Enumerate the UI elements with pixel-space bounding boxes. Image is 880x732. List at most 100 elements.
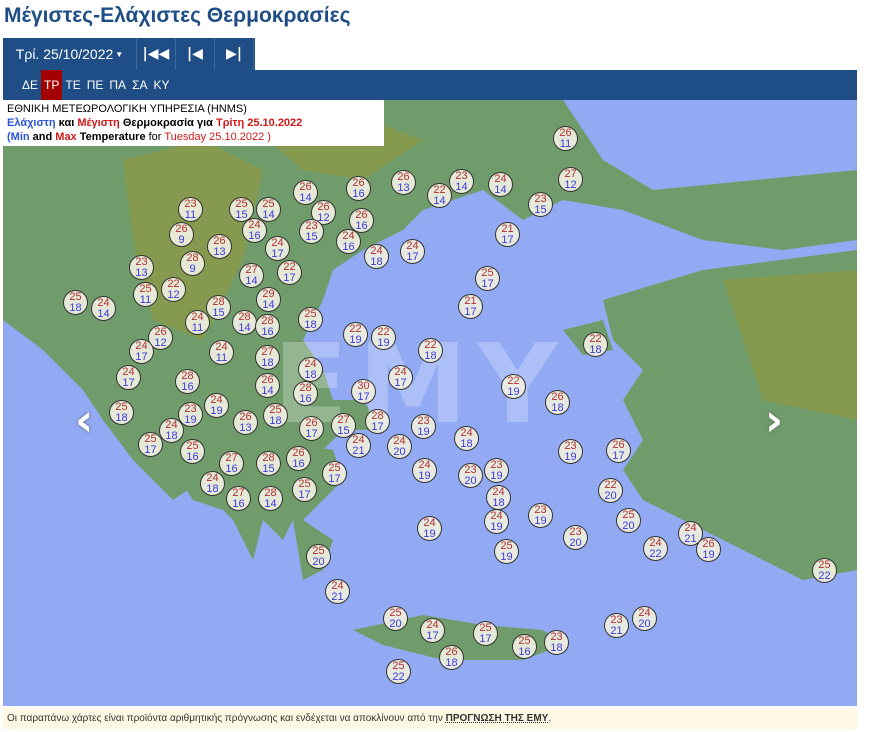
station-marker[interactable]: 26 16 <box>286 446 311 471</box>
station-marker[interactable]: 23 19 <box>558 439 583 464</box>
station-marker[interactable]: 24 17 <box>129 339 154 364</box>
station-marker[interactable]: 22 19 <box>371 325 396 350</box>
station-marker[interactable]: 26 17 <box>299 416 324 441</box>
station-marker[interactable]: 28 15 <box>206 295 231 320</box>
day-tab[interactable]: ΤΡ <box>41 70 63 100</box>
station-marker[interactable]: 26 14 <box>255 373 280 398</box>
station-marker[interactable]: 23 19 <box>411 414 436 439</box>
station-marker[interactable]: 22 12 <box>161 277 186 302</box>
day-tab[interactable]: ΠΕ <box>86 78 104 92</box>
station-marker[interactable]: 24 21 <box>325 579 350 604</box>
station-marker[interactable]: 24 17 <box>400 239 425 264</box>
station-marker[interactable]: 22 20 <box>598 478 623 503</box>
station-marker[interactable]: 24 16 <box>336 229 361 254</box>
station-marker[interactable]: 24 17 <box>388 365 413 390</box>
station-marker[interactable]: 27 16 <box>219 451 244 476</box>
station-marker[interactable]: 26 11 <box>553 126 578 151</box>
station-marker[interactable]: 21 17 <box>458 294 483 319</box>
station-marker[interactable]: 27 18 <box>255 345 280 370</box>
station-marker[interactable]: 24 19 <box>484 509 509 534</box>
station-marker[interactable]: 26 13 <box>391 170 416 195</box>
station-marker[interactable]: 25 17 <box>292 477 317 502</box>
station-marker[interactable]: 28 17 <box>365 409 390 434</box>
previous-day-arrow[interactable]: ‹ <box>75 395 93 446</box>
station-marker[interactable]: 26 18 <box>439 645 464 670</box>
station-marker[interactable]: 24 17 <box>116 365 141 390</box>
station-marker[interactable]: 24 18 <box>454 426 479 451</box>
station-marker[interactable]: 24 19 <box>204 393 229 418</box>
next-button[interactable]: ▶| <box>215 38 254 70</box>
station-marker[interactable]: 26 14 <box>293 180 318 205</box>
station-marker[interactable]: 25 14 <box>256 197 281 222</box>
station-marker[interactable]: 25 18 <box>109 400 134 425</box>
station-marker[interactable]: 26 13 <box>233 410 258 435</box>
station-marker[interactable]: 25 11 <box>133 282 158 307</box>
station-marker[interactable]: 24 11 <box>209 340 234 365</box>
station-marker[interactable]: 21 17 <box>495 222 520 247</box>
station-marker[interactable]: 28 14 <box>258 486 283 511</box>
station-marker[interactable]: 23 20 <box>563 525 588 550</box>
station-marker[interactable]: 25 17 <box>138 432 163 457</box>
date-dropdown[interactable]: Τρί. 25/10/2022 ▼ <box>3 38 137 70</box>
station-marker[interactable]: 24 17 <box>265 236 290 261</box>
station-marker[interactable]: 24 18 <box>298 357 323 382</box>
station-marker[interactable]: 25 17 <box>473 621 498 646</box>
station-marker[interactable]: 25 15 <box>229 197 254 222</box>
station-marker[interactable]: 25 17 <box>322 461 347 486</box>
day-tab[interactable]: ΤΕ <box>65 78 81 92</box>
station-marker[interactable]: 25 19 <box>494 539 519 564</box>
station-marker[interactable]: 27 16 <box>226 486 251 511</box>
station-marker[interactable]: 24 20 <box>387 434 412 459</box>
station-marker[interactable]: 23 14 <box>449 169 474 194</box>
station-marker[interactable]: 24 19 <box>417 516 442 541</box>
station-marker[interactable]: 26 9 <box>169 222 194 247</box>
station-marker[interactable]: 25 18 <box>263 403 288 428</box>
station-marker[interactable]: 22 19 <box>501 374 526 399</box>
station-marker[interactable]: 28 16 <box>255 314 280 339</box>
station-marker[interactable]: 26 16 <box>346 176 371 201</box>
station-marker[interactable]: 27 14 <box>239 263 264 288</box>
day-tab[interactable]: ΣΑ <box>132 78 148 92</box>
station-marker[interactable]: 23 18 <box>544 630 569 655</box>
station-marker[interactable]: 24 11 <box>185 310 210 335</box>
station-marker[interactable]: 23 13 <box>129 255 154 280</box>
station-marker[interactable]: 24 22 <box>643 536 668 561</box>
station-marker[interactable]: 26 19 <box>696 537 721 562</box>
station-marker[interactable]: 25 20 <box>306 544 331 569</box>
station-marker[interactable]: 23 19 <box>528 503 553 528</box>
station-marker[interactable]: 24 18 <box>486 485 511 510</box>
station-marker[interactable]: 24 18 <box>159 418 184 443</box>
station-marker[interactable]: 25 17 <box>475 266 500 291</box>
previous-button[interactable]: |◀ <box>176 38 215 70</box>
station-marker[interactable]: 30 17 <box>351 379 376 404</box>
day-tab[interactable]: ΠΑ <box>109 78 127 92</box>
station-marker[interactable]: 22 14 <box>427 183 452 208</box>
station-marker[interactable]: 23 15 <box>299 219 324 244</box>
station-marker[interactable]: 24 14 <box>91 296 116 321</box>
day-tab[interactable]: ΔΕ <box>22 78 39 92</box>
station-marker[interactable]: 25 16 <box>512 634 537 659</box>
station-marker[interactable]: 23 19 <box>484 458 509 483</box>
station-marker[interactable]: 29 14 <box>256 287 281 312</box>
station-marker[interactable]: 26 18 <box>545 390 570 415</box>
station-marker[interactable]: 22 17 <box>277 260 302 285</box>
station-marker[interactable]: 25 16 <box>180 439 205 464</box>
station-marker[interactable]: 26 17 <box>606 438 631 463</box>
station-marker[interactable]: 23 20 <box>458 463 483 488</box>
station-marker[interactable]: 24 18 <box>200 471 225 496</box>
station-marker[interactable]: 27 12 <box>558 167 583 192</box>
day-tab[interactable]: ΚΥ <box>153 78 170 92</box>
station-marker[interactable]: 25 18 <box>63 290 88 315</box>
station-marker[interactable]: 25 20 <box>383 606 408 631</box>
station-marker[interactable]: 28 16 <box>175 369 200 394</box>
first-button[interactable]: |◀◀ <box>137 38 176 70</box>
station-marker[interactable]: 24 17 <box>420 618 445 643</box>
station-marker[interactable]: 23 21 <box>604 613 629 638</box>
station-marker[interactable]: 24 21 <box>346 433 371 458</box>
station-marker[interactable]: 28 15 <box>256 451 281 476</box>
station-marker[interactable]: 26 16 <box>349 208 374 233</box>
station-marker[interactable]: 22 19 <box>343 322 368 347</box>
station-marker[interactable]: 25 22 <box>386 659 411 684</box>
station-marker[interactable]: 23 19 <box>178 402 203 427</box>
station-marker[interactable]: 23 15 <box>528 192 553 217</box>
